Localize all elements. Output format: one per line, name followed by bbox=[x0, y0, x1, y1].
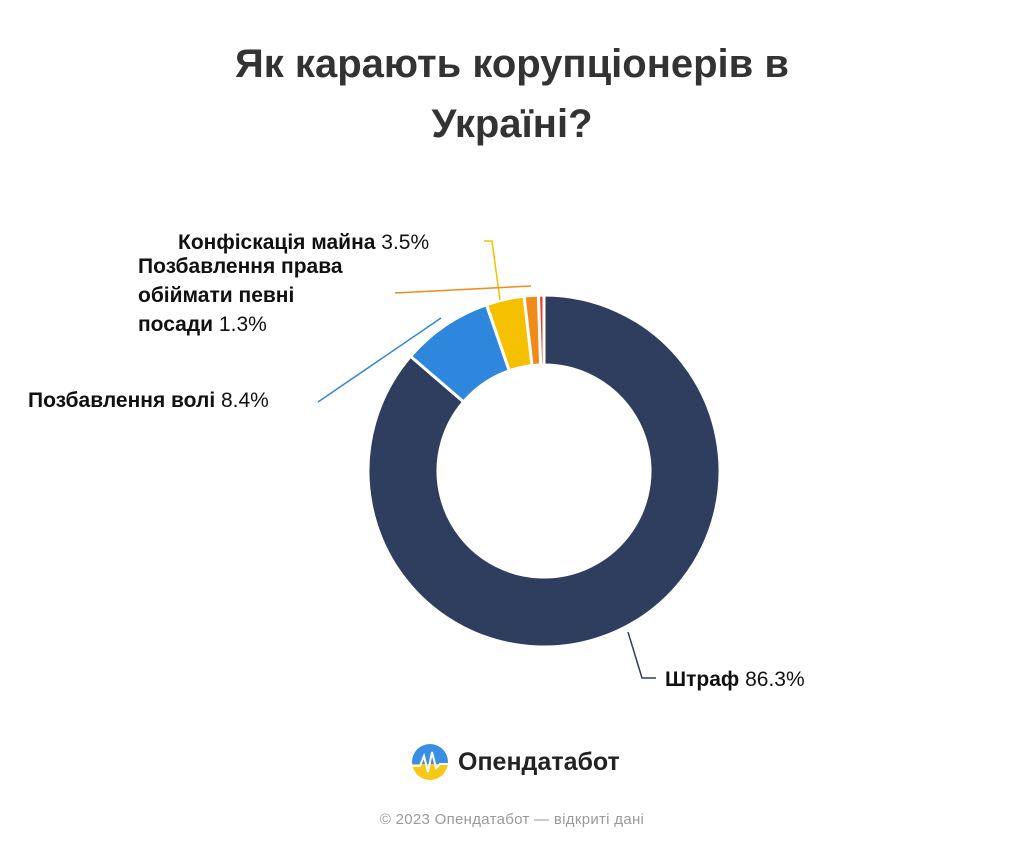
donut-slice-4 bbox=[536, 293, 546, 367]
leader-line-1 bbox=[317, 317, 442, 403]
slice-label-3: Позбавлення права обіймати певні посади 1.… bbox=[138, 255, 343, 336]
chart-title: Як карають корупціонерів в Україні? bbox=[0, 34, 1024, 154]
footer-copyright: © 2023 Опендатабот — відкриті дані bbox=[379, 811, 645, 828]
slice-label-1: Позбавлення волі 8.4% bbox=[28, 389, 269, 412]
slice-label-0: Штраф 86.3% bbox=[665, 668, 805, 691]
brand-logo: Опендатабот bbox=[410, 740, 620, 784]
opendatabot-logo-icon bbox=[412, 744, 448, 780]
slice-label-2: Конфіскація майна 3.5% bbox=[178, 231, 429, 254]
title-line-1: Як карають корупціонерів в bbox=[235, 42, 789, 86]
leader-line-0 bbox=[627, 631, 656, 679]
donut-slice-0 bbox=[366, 293, 722, 649]
leader-line-2 bbox=[484, 240, 501, 301]
leader-line-3 bbox=[394, 285, 532, 294]
title-line-2: Україні? bbox=[431, 102, 593, 146]
brand-name: Опендатабот bbox=[458, 747, 620, 776]
